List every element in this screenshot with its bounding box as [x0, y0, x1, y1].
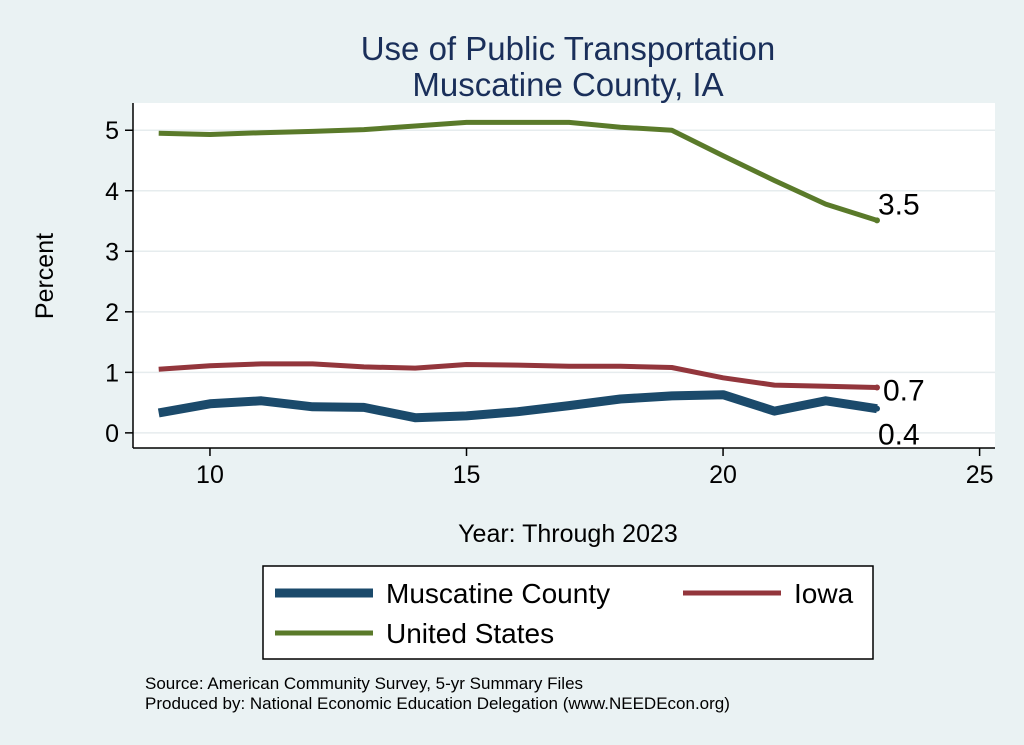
series-lines	[157, 119, 880, 423]
endpoint-marker	[873, 405, 880, 412]
series-line-united-states	[158, 119, 878, 223]
y-tick-label: 1	[105, 359, 119, 387]
series-line-muscatine-county	[157, 390, 878, 423]
y-tick-label: 3	[105, 238, 119, 266]
endpoint-marker	[873, 217, 880, 224]
end-label-united-states: 3.5	[878, 188, 920, 221]
source-note: Source: American Community Survey, 5-yr …	[145, 674, 583, 693]
endpoint-marker	[873, 384, 880, 391]
legend-label-iowa: Iowa	[794, 578, 854, 609]
y-tick-label: 0	[105, 420, 119, 448]
y-tick-label: 4	[105, 178, 119, 206]
legend-label-muscatine-county: Muscatine County	[386, 578, 610, 609]
end-labels: 0.4 0.7 3.5	[878, 188, 925, 451]
x-tick-label: 15	[453, 461, 481, 489]
x-axis-title: Year: Through 2023	[458, 520, 678, 548]
end-label-muscatine-county: 0.4	[878, 419, 920, 452]
end-label-iowa: 0.7	[883, 374, 925, 407]
chart-title: Use of Public Transportation	[361, 30, 776, 67]
plot-area	[133, 103, 995, 448]
x-tick-label: 10	[196, 461, 224, 489]
producer-note: Produced by: National Economic Education…	[145, 694, 730, 713]
legend-box	[262, 565, 874, 660]
axes: 0 1 2 3 4 5 10 15 20 25	[105, 103, 995, 489]
y-tick-label: 5	[105, 117, 119, 145]
legend: Muscatine County Iowa United States	[262, 565, 874, 660]
chart-subtitle: Muscatine County, IA	[412, 66, 723, 103]
series-line-iowa	[158, 361, 878, 390]
x-tick-label: 25	[966, 461, 994, 489]
y-axis-title: Percent	[31, 233, 59, 319]
y-tick-label: 2	[105, 299, 119, 327]
x-tick-label: 20	[709, 461, 737, 489]
legend-label-united-states: United States	[386, 618, 554, 649]
